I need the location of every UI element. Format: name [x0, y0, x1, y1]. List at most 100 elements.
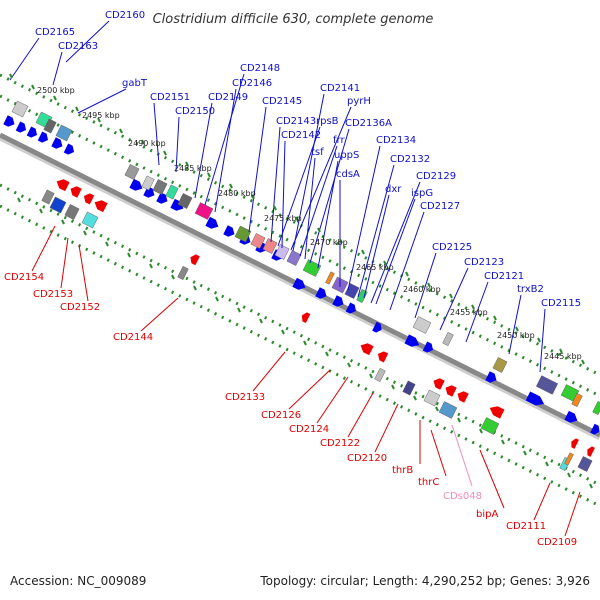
forward-gene-label: CD2123 [464, 257, 504, 268]
forward-feature-block-7-box [165, 184, 179, 200]
track-tick-lower [215, 296, 219, 302]
reverse-feature-block-12 [577, 456, 593, 472]
genome-title: Clostridium difficile 630, complete geno… [153, 12, 434, 27]
forward-feature-block-2-box [43, 118, 57, 134]
forward-feature-block-0 [11, 100, 29, 118]
track-tick-lower [193, 285, 197, 291]
track-tick-upper [9, 73, 13, 79]
track-tick-upper [493, 315, 497, 321]
forward-gene-label: CD2127 [420, 201, 460, 212]
reverse-gene-label: CD2111 [506, 521, 546, 532]
forward-label-leader [465, 281, 489, 343]
track-tick-upper [119, 128, 123, 134]
forward-feature-block-11 [250, 233, 266, 249]
forward-gene-label: CD2149 [208, 92, 248, 103]
forward-gene-arrow-1 [15, 121, 27, 133]
forward-feature-block-9-box [194, 202, 214, 220]
forward-gene-label: CD2121 [484, 271, 524, 282]
forward-label-leader [439, 267, 469, 331]
forward-gene-arrow-3-shape [37, 131, 49, 143]
forward-gene-label: CD2129 [416, 171, 456, 182]
reverse-gene-label: bipA [476, 509, 498, 520]
forward-label-leader [363, 194, 390, 299]
reverse-gene-label: CD2120 [347, 453, 387, 464]
forward-gene-arrow-17 [332, 295, 344, 307]
forward-label-leader [292, 93, 325, 252]
forward-feature-block-13 [274, 244, 290, 260]
forward-label-leader [270, 126, 281, 243]
reverse-feature-block-4 [177, 266, 189, 280]
genome-summary-text: Topology: circular; Length: 4,290,252 bp… [259, 574, 590, 588]
forward-feature-block-16-box [325, 271, 335, 285]
accession-text: Accession: NC_009089 [10, 574, 146, 588]
forward-feature-block-23-box [535, 375, 559, 395]
scale-tick-label: 2480 kbp [218, 189, 256, 198]
reverse-gene-label: CD2124 [289, 424, 329, 435]
track-tick-lower [545, 461, 549, 467]
reverse-label-leader [479, 449, 505, 509]
reverse-feature-block-0 [41, 189, 55, 205]
reverse-gene-arrow-10 [457, 391, 469, 403]
forward-label-leader [277, 126, 321, 247]
track-tick-upper [471, 304, 475, 310]
forward-gene-arrow-6 [129, 178, 143, 191]
forward-gene-label: frr [333, 135, 345, 146]
forward-feature-block-8-box [177, 193, 193, 209]
forward-gene-arrow-23 [525, 391, 545, 406]
reverse-gene-arrow-3 [94, 200, 108, 213]
reverse-feature-block-6 [402, 380, 416, 396]
track-guide-line-3 [0, 204, 600, 508]
forward-gene-label: CD2165 [35, 27, 75, 38]
reverse-gene-arrow-13-shape [587, 446, 595, 457]
forward-gene-label: ispG [411, 188, 433, 199]
reverse-feature-block-1-box [49, 196, 67, 214]
forward-feature-block-21-box [442, 332, 454, 346]
forward-feature-block-22-box [492, 357, 508, 373]
forward-gene-label: CD2151 [150, 92, 190, 103]
forward-feature-block-12 [262, 238, 278, 254]
track-tick-lower [523, 450, 527, 456]
forward-label-leader [299, 145, 338, 257]
forward-gene-label: pyrH [347, 96, 371, 107]
forward-feature-block-8 [177, 193, 193, 209]
reverse-gene-label: CD2144 [113, 332, 153, 343]
reverse-gene-label: thrC [418, 477, 439, 488]
track-tick-upper [537, 337, 541, 343]
forward-gene-arrow-11-shape [223, 225, 235, 237]
scale-tick-label: 2485 kbp [174, 164, 212, 173]
scale-tick-label: 2500 kbp [37, 86, 75, 95]
reverse-feature-block-6-box [402, 380, 416, 396]
scale-tick-label: 2495 kbp [82, 111, 120, 120]
forward-feature-block-19-box [356, 289, 368, 303]
reverse-gene-arrow-12 [571, 438, 579, 449]
forward-label-leader [194, 102, 213, 199]
forward-gene-label: CD2145 [262, 96, 302, 107]
forward-feature-block-3-box [55, 124, 73, 142]
track-tick-lower [567, 472, 571, 478]
forward-label-leader [370, 181, 421, 304]
forward-label-leader [65, 20, 110, 63]
reverse-gene-arrow-6-shape [360, 343, 374, 356]
forward-gene-arrow-20-shape [404, 334, 420, 347]
reverse-feature-block-11-box [564, 452, 574, 466]
reverse-gene-arrow-4 [190, 254, 200, 266]
forward-label-leader [347, 145, 381, 291]
reverse-gene-arrow-7-shape [377, 351, 389, 363]
forward-gene-arrow-10 [205, 216, 219, 229]
forward-gene-label: dxr [385, 184, 402, 195]
track-tick-upper [251, 194, 255, 200]
forward-label-leader [317, 160, 339, 269]
scale-tick-label: 2450 kbp [497, 331, 535, 340]
forward-feature-block-10-box [234, 225, 252, 243]
forward-feature-block-20-box [412, 316, 432, 334]
forward-feature-block-18-box [344, 283, 360, 299]
forward-feature-block-5-box [141, 175, 155, 191]
track-tick-upper [339, 238, 343, 244]
scale-tick-label: 2465 kbp [356, 263, 394, 272]
forward-gene-arrow-6-shape [129, 178, 143, 191]
forward-gene-arrow-24-shape [564, 410, 578, 423]
forward-feature-block-6 [152, 179, 168, 195]
forward-gene-arrow-22 [485, 371, 497, 383]
